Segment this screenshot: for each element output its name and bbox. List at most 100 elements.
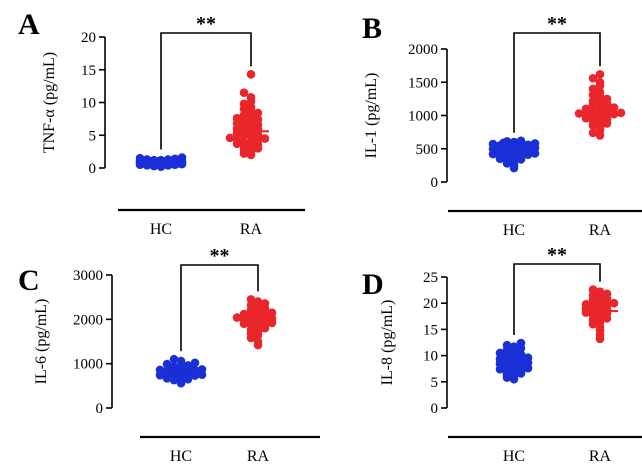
data-point (239, 104, 249, 114)
y-tick-label: 2000 (73, 312, 103, 328)
y-tick-label: 2000 (408, 42, 438, 58)
data-point (602, 294, 612, 303)
data-point (260, 323, 270, 333)
data-point (495, 154, 505, 164)
data-point (176, 356, 186, 366)
data-point (523, 150, 533, 160)
data-point (239, 110, 249, 120)
data-point (581, 308, 591, 317)
y-tick-label: 500 (416, 142, 439, 158)
data-point (246, 111, 256, 121)
panel-letter: B (362, 12, 382, 45)
x-category-label: HC (503, 448, 525, 465)
data-point (588, 295, 598, 305)
data-point (253, 330, 263, 340)
data-point (176, 378, 186, 388)
data-point (609, 103, 619, 112)
y-tick-label: 0 (89, 161, 97, 177)
panel-letter: C (18, 264, 40, 297)
data-point (169, 375, 179, 385)
data-point (253, 340, 263, 350)
series-ra (225, 70, 270, 160)
y-axis-title: TNF-α (pg/mL) (41, 52, 58, 153)
data-point (162, 373, 172, 383)
data-point (602, 99, 612, 108)
data-point (239, 88, 249, 97)
series-hc (488, 136, 540, 173)
data-point (530, 149, 540, 158)
panel-c: C 0 1000 2000 3000 IL-6 (pg/mL) HC RA ** (18, 245, 320, 465)
y-tick-label: 1000 (408, 109, 438, 125)
y-tick-label: 10 (423, 349, 438, 365)
data-point (239, 149, 249, 158)
data-point (488, 149, 498, 159)
significance-label: ** (547, 244, 567, 266)
data-point (260, 134, 270, 143)
data-point (595, 101, 605, 111)
data-point (602, 314, 612, 323)
data-point (509, 163, 519, 173)
significance-bracket (160, 32, 252, 150)
data-point (574, 109, 584, 118)
x-category-label: HC (170, 448, 192, 465)
significance-label: ** (210, 245, 230, 267)
panel-letter: D (362, 268, 384, 301)
data-point (588, 84, 598, 94)
panel-b: B 0 500 1000 1500 2000 IL-1 (pg/mL) HC RA ** (362, 12, 642, 239)
data-point (232, 313, 242, 322)
data-point (177, 158, 187, 168)
x-category-label: HC (150, 221, 172, 238)
x-category-label: RA (589, 222, 612, 239)
x-category-label: RA (247, 448, 270, 465)
x-category-label: HC (503, 222, 525, 239)
data-point (588, 128, 598, 138)
data-point (616, 108, 626, 118)
data-point (260, 304, 270, 313)
y-axis-title: IL-6 (pg/mL) (33, 299, 50, 385)
data-point (523, 363, 533, 373)
series-hc (155, 354, 207, 388)
data-point (495, 364, 505, 374)
x-category-label: RA (240, 221, 263, 238)
significance-bracket (180, 264, 259, 352)
data-point (581, 113, 591, 123)
significance-bracket (513, 32, 601, 133)
data-point (232, 139, 242, 149)
significance-label: ** (547, 13, 567, 35)
series-ra (574, 69, 626, 140)
data-point (588, 319, 598, 329)
data-point (135, 158, 145, 168)
data-point (253, 108, 263, 118)
data-point (169, 354, 179, 364)
data-point (588, 73, 598, 83)
significance-label: ** (196, 13, 216, 35)
data-point (246, 96, 256, 106)
y-tick-label: 0 (96, 401, 104, 417)
panel-letter: A (18, 8, 40, 41)
data-point (516, 369, 526, 378)
series-hc (135, 153, 187, 171)
data-point (502, 159, 512, 168)
data-point (225, 133, 235, 143)
data-point (509, 374, 519, 384)
data-point (253, 144, 263, 153)
y-tick-label: 25 (423, 270, 438, 286)
y-tick-label: 5 (89, 128, 97, 144)
series-ra (232, 295, 277, 350)
data-point (602, 119, 612, 128)
data-point (588, 121, 598, 130)
y-tick-label: 20 (81, 30, 96, 46)
data-point (246, 333, 256, 343)
y-tick-label: 20 (423, 296, 438, 312)
data-point (595, 334, 605, 344)
data-point (246, 150, 256, 160)
data-point (246, 70, 256, 79)
data-point (588, 100, 598, 110)
panel-a: A 0 5 10 15 20 TNF-α (pg/mL) HC RA ** (18, 8, 305, 238)
data-point (499, 138, 508, 148)
series-ra (581, 285, 619, 344)
y-tick-label: 1500 (408, 75, 438, 91)
y-tick-label: 15 (81, 63, 96, 79)
significance-bracket (513, 263, 601, 336)
